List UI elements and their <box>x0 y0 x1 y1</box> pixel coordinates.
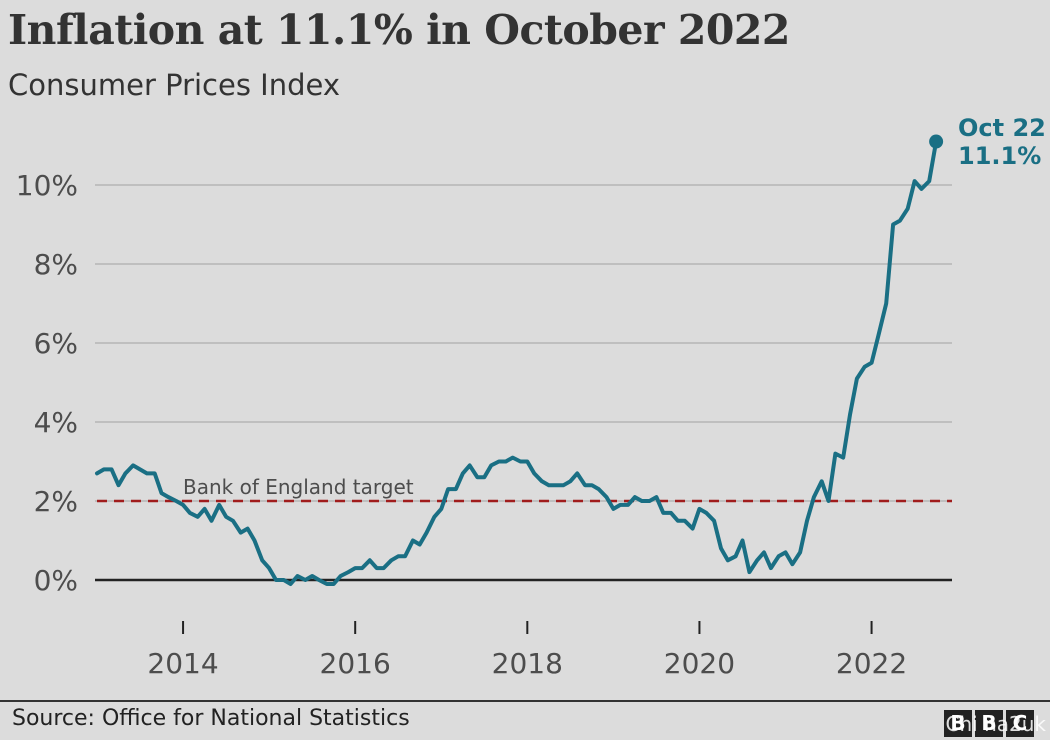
source-note: Source: Office for National Statistics <box>12 706 410 731</box>
watermark: Chi na2uk <box>945 712 1046 736</box>
cpi-series-line <box>95 139 939 586</box>
y-tick-label: 6% <box>34 327 78 360</box>
y-tick-label: 8% <box>34 248 78 281</box>
grid-lines <box>95 184 952 502</box>
target-line-label: Bank of England target <box>183 475 414 499</box>
y-axis-ticks: 0% 2% 4% 6% 8% 10% <box>16 169 78 597</box>
x-tick-label: 2020 <box>664 647 735 680</box>
y-tick-label: 10% <box>16 169 78 202</box>
logo-letter-c: C <box>1006 710 1034 737</box>
y-tick-label: 2% <box>34 485 78 518</box>
y-tick-label: 0% <box>34 564 78 597</box>
x-tick-label: 2016 <box>320 647 391 680</box>
chart-subtitle: Consumer Prices Index <box>8 68 340 102</box>
x-tick-label: 2018 <box>492 647 563 680</box>
logo-letter-b2: B <box>975 710 1003 737</box>
chart-title: Inflation at 11.1% in October 2022 <box>8 6 790 54</box>
x-tick-label: 2014 <box>147 647 218 680</box>
bbc-logo: B B C <box>944 710 1034 737</box>
x-axis-ticks: 2014 2016 2018 2020 2022 <box>147 621 907 680</box>
y-tick-label: 4% <box>34 406 78 439</box>
inflation-line-chart: 0% 2% 4% 6% 8% 10% Bank of England target 201… <box>16 114 1046 680</box>
logo-letter-b1: B <box>944 710 972 737</box>
annotation-date: Oct 22 <box>958 114 1046 142</box>
x-tick-label: 2022 <box>836 647 907 680</box>
target-reference-line: Bank of England target <box>97 475 952 503</box>
annotation-value: 11.1% <box>958 142 1041 170</box>
footer: Source: Office for National Statistics B… <box>0 700 1050 740</box>
series-layer <box>95 139 939 586</box>
last-point-marker <box>929 134 944 149</box>
